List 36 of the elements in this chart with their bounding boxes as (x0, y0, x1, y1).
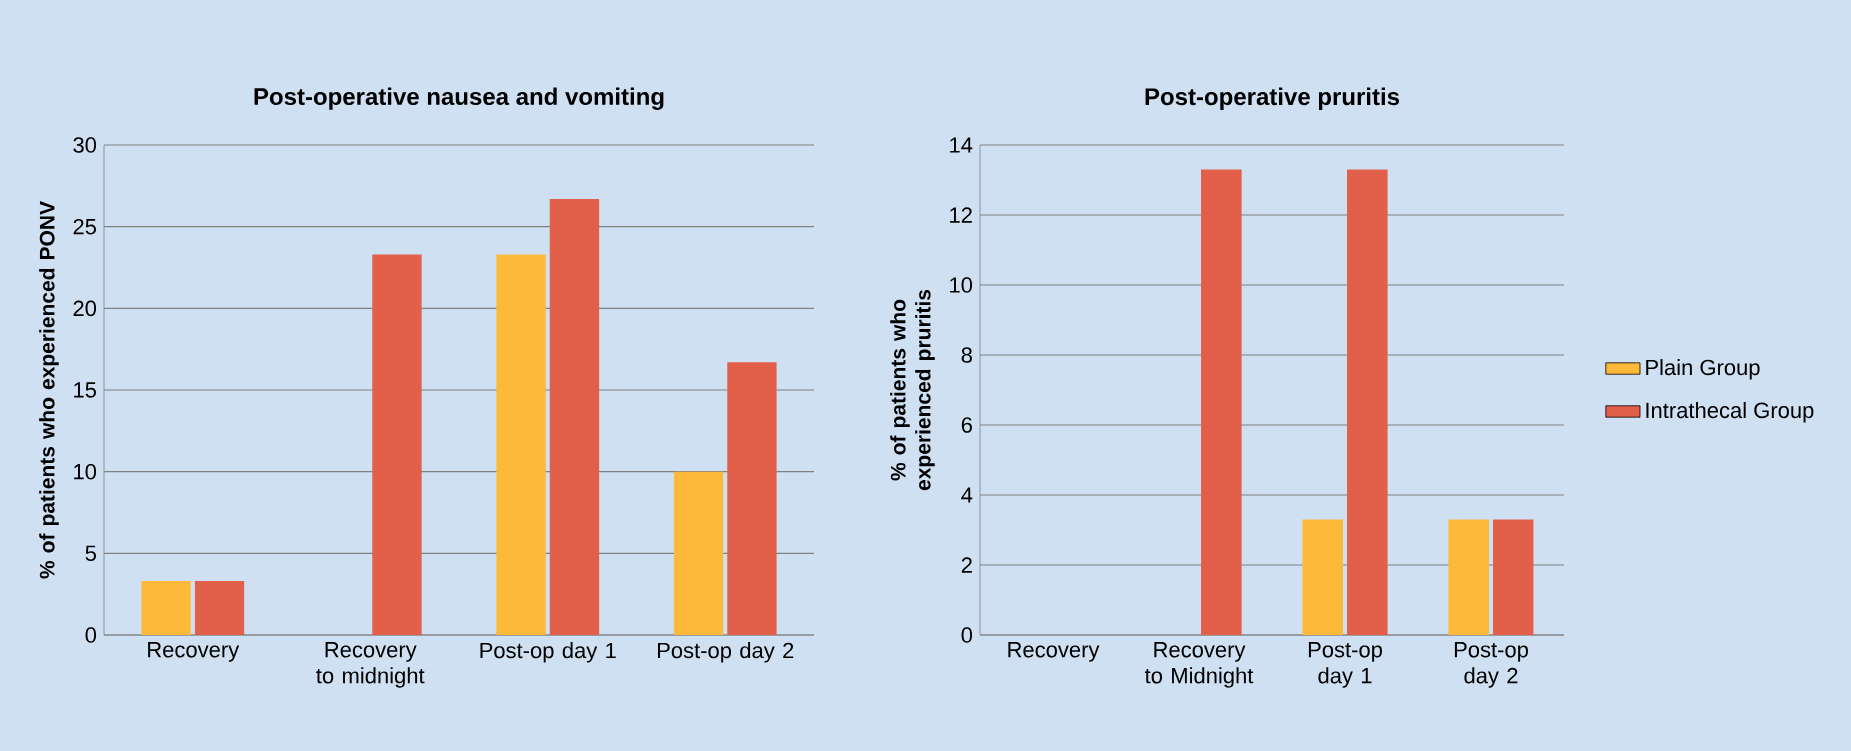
x-tick-label: Recovery (1008, 642, 1100, 662)
bar (727, 362, 777, 635)
y-tick-label: 30 (73, 137, 97, 153)
y-tick-label: 4 (961, 487, 973, 503)
x-tick-label: Recovery to midnight (316, 642, 425, 688)
y-tick-label: 25 (73, 218, 96, 235)
bar (141, 581, 191, 635)
x-tick-label: Recovery (148, 642, 240, 662)
legend-label: Intrathecal Group (1646, 402, 1814, 423)
y-tick-label: 0 (961, 627, 973, 643)
chart-title: Post-operative nausea and vomiting (254, 87, 664, 110)
chart-title: Post-operative pruritis (1145, 87, 1400, 110)
y-tick-label: 0 (85, 627, 97, 643)
y-tick-label: 2 (961, 557, 972, 573)
y-tick-label: 15 (74, 382, 96, 398)
y-tick-label: 5 (85, 545, 96, 562)
x-tick-label: Post-op day 2 (1454, 642, 1528, 688)
bar (673, 471, 724, 635)
y-tick-label: 14 (950, 137, 973, 153)
x-tick-label: Post-op day 2 (657, 642, 794, 663)
x-tick-label: Post-op day 1 (480, 642, 616, 663)
bar (194, 581, 245, 635)
x-tick-label: Recovery to Midnight (1144, 642, 1254, 688)
y-tick-label: 6 (961, 417, 972, 433)
bar (372, 254, 422, 635)
y-axis-title: % of patients who experienced PONV (39, 201, 59, 579)
y-tick-label: 8 (961, 347, 972, 363)
x-tick-label: Post-op day 1 (1308, 642, 1382, 688)
y-tick-label: 20 (73, 300, 97, 317)
legend-label: Plain Group (1646, 359, 1760, 380)
bar (549, 198, 600, 635)
y-tick-label: 10 (950, 277, 973, 293)
y-axis-title: % of patients who experienced pruritis (890, 289, 935, 491)
y-tick-label: 10 (74, 463, 97, 480)
bar (496, 254, 546, 635)
y-tick-label: 12 (950, 207, 972, 223)
